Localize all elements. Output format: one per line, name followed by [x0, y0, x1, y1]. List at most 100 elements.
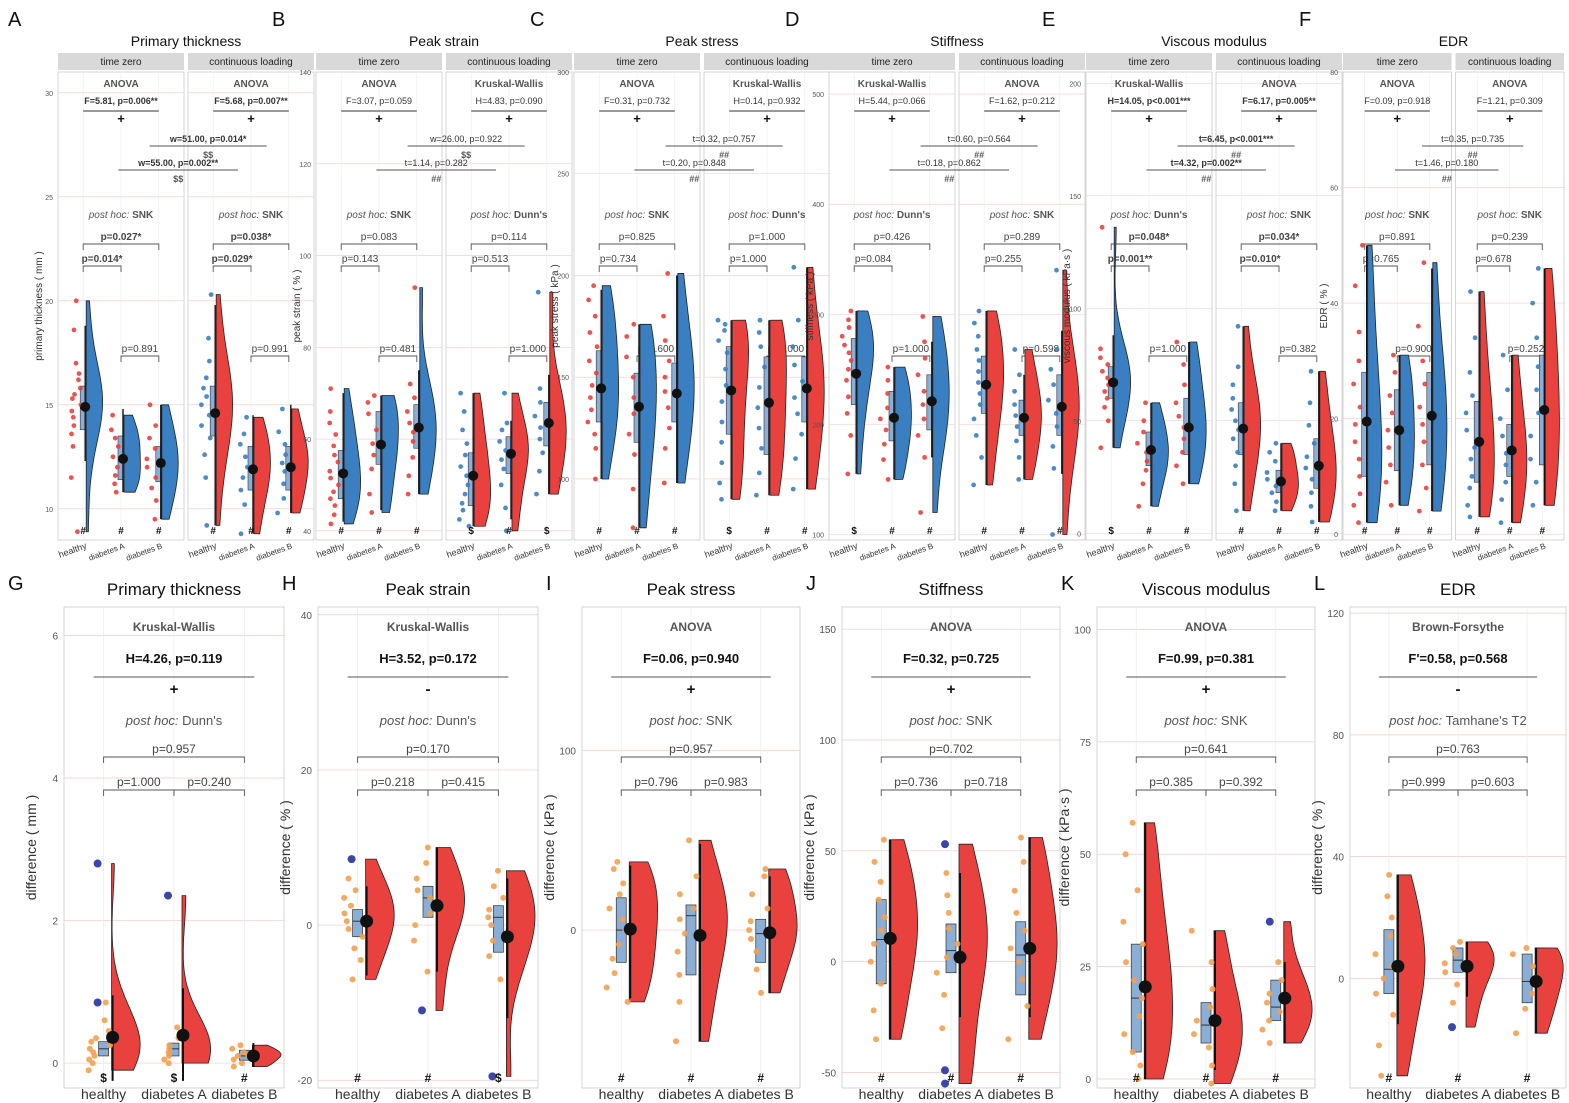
significance-marker: $: [100, 1071, 107, 1085]
data-point: [404, 409, 410, 414]
data-point: [792, 395, 797, 400]
data-point: [1378, 1072, 1385, 1079]
y-tick-label: 25: [45, 195, 53, 202]
data-point: [877, 878, 884, 885]
facet-strip-label: time zero: [100, 57, 142, 68]
bracket-healthy-vs-b-label: p=0.083: [361, 232, 398, 243]
data-point: [207, 358, 212, 364]
significance-marker: #: [981, 526, 987, 537]
data-point: [1235, 449, 1240, 455]
data-point: [624, 354, 629, 360]
bracket-a-vs-b-label: p=0.382: [1280, 344, 1317, 355]
data-point: [921, 416, 927, 422]
data-point: [333, 432, 339, 437]
data-point: [1129, 819, 1136, 826]
data-point: [1392, 370, 1398, 375]
data-point: [1356, 456, 1362, 462]
bracket-a-vs-b-line: [427, 789, 499, 796]
mean-point: [155, 458, 166, 469]
data-point: [1054, 347, 1060, 352]
data-point: [630, 525, 636, 531]
data-point: [870, 1007, 877, 1014]
posthoc-label: post hoc: Dunn's: [379, 713, 477, 728]
facet-strip: [574, 53, 700, 70]
bracket-a-vs-b-label: p=0.891: [122, 344, 159, 355]
data-point: [878, 927, 885, 934]
posthoc-method: Dunn's: [182, 713, 223, 728]
data-point: [1180, 481, 1186, 487]
data-point: [748, 936, 754, 942]
bracket-healthy-vs-b-line: [1364, 243, 1431, 250]
posthoc-method: SNK: [1290, 210, 1312, 221]
test-name: Kruskal-Wallis: [387, 620, 470, 634]
data-point: [1209, 1062, 1216, 1069]
data-point: [1390, 1011, 1397, 1018]
data-point: [1016, 958, 1023, 965]
data-point: [115, 464, 120, 470]
test-name: Kruskal-Wallis: [733, 79, 802, 90]
half-violin: [511, 392, 529, 532]
data-point: [412, 395, 417, 401]
mean-point: [1394, 425, 1405, 436]
between-marker-2: ##: [431, 174, 441, 184]
y-tick-label: 60: [1330, 186, 1338, 193]
mean-point: [1539, 405, 1550, 415]
significance-marker: #: [1019, 526, 1025, 537]
data-point: [974, 347, 980, 352]
data-point: [1468, 456, 1474, 462]
data-point: [1383, 479, 1389, 485]
panel-title: Peak strain: [385, 580, 470, 599]
data-point: [331, 512, 337, 518]
data-point: [110, 412, 115, 418]
half-violin: [111, 863, 141, 1071]
data-point: [1272, 458, 1278, 464]
data-point: [207, 435, 213, 441]
data-point: [540, 450, 546, 456]
half-violin: [1243, 325, 1261, 512]
y-tick-label: 20: [301, 766, 313, 777]
data-point: [939, 1025, 946, 1032]
data-point: [631, 395, 637, 400]
data-point: [76, 377, 81, 383]
facet-continuous-loading: continuous loading ANOVA F=1.62, p=0.212 + p…: [958, 53, 1086, 563]
data-point: [723, 366, 728, 372]
posthoc-prefix: post hoc:: [1364, 210, 1408, 221]
half-violin: [1479, 291, 1495, 518]
significance-marker: $: [1108, 526, 1114, 537]
between-marker-1: ##: [719, 150, 729, 160]
significance-marker: #: [1507, 526, 1513, 537]
mean-point: [883, 931, 897, 945]
data-point: [1467, 370, 1473, 375]
facet-strip-label: continuous loading: [1237, 57, 1320, 68]
box: [945, 923, 957, 974]
data-point: [1266, 990, 1273, 997]
significance-marker: #: [1203, 1071, 1210, 1085]
bracket-a-vs-b: p=0.415: [427, 775, 499, 796]
y-tick-label: 0: [830, 958, 836, 969]
data-point: [1416, 508, 1422, 514]
data-point: [1208, 959, 1215, 966]
posthoc-method: SNK: [966, 713, 993, 728]
data-point: [1423, 485, 1429, 491]
y-axis-label: EDR ( % ): [1319, 284, 1330, 329]
x-tick-label: healthy: [335, 1086, 380, 1102]
data-point: [1372, 951, 1379, 958]
mean-point: [248, 464, 258, 475]
data-point: [462, 491, 468, 497]
data-point: [282, 441, 288, 447]
data-point: [662, 338, 668, 343]
between-test-2: t=0.20, p=0.848: [663, 158, 726, 168]
bracket-a-vs-b-line: [1278, 355, 1318, 362]
bracket-healthy-vs-a-line: [598, 265, 638, 272]
bracket-healthy-vs-a-label: p=1.000: [730, 254, 767, 265]
bracket-a-vs-b: p=1.000: [891, 344, 931, 362]
data-point: [343, 918, 350, 925]
half-violin: [1399, 354, 1415, 506]
y-tick-label: 0: [52, 1059, 58, 1070]
significance-marker: $: [544, 526, 550, 537]
bracket-healthy-vs-b-label: p=0.957: [669, 742, 713, 756]
data-point: [941, 991, 948, 998]
outlier-point: [1265, 917, 1274, 926]
sign-marker: +: [1145, 111, 1153, 126]
mean-point: [285, 462, 296, 473]
